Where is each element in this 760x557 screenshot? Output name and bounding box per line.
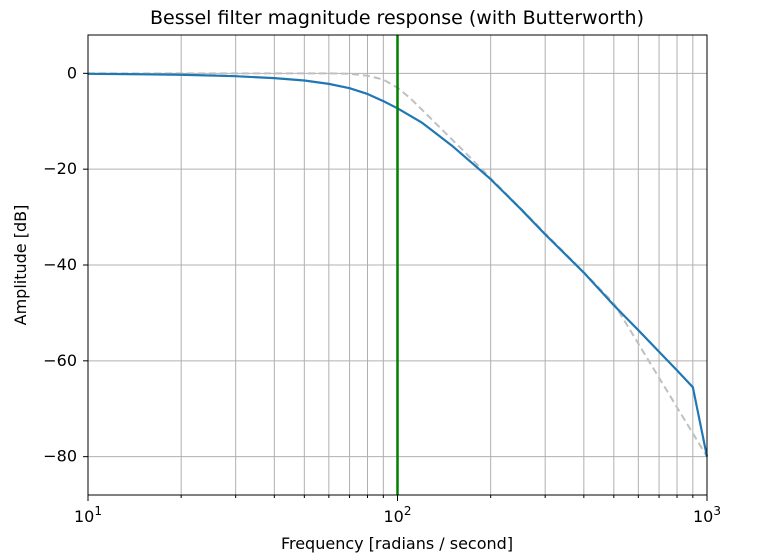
y-tick-label: −40 bbox=[43, 255, 77, 274]
y-tick-label: −80 bbox=[43, 447, 77, 466]
y-axis-label: Amplitude [dB] bbox=[11, 205, 30, 326]
y-tick-label: −20 bbox=[43, 159, 77, 178]
y-tick-label: 0 bbox=[67, 63, 77, 82]
x-axis-label: Frequency [radians / second] bbox=[281, 534, 513, 553]
x-tick-label: 103 bbox=[693, 504, 721, 526]
y-tick-label: −60 bbox=[43, 351, 77, 370]
plot-area: 0 −20 −40 −60 −80 101 102 103 bbox=[43, 34, 721, 526]
x-tick-label: 101 bbox=[74, 504, 102, 526]
x-tick-label: 102 bbox=[384, 504, 412, 526]
series-line-solid bbox=[87, 72, 709, 457]
chart-title: Bessel filter magnitude response (with B… bbox=[150, 7, 644, 29]
